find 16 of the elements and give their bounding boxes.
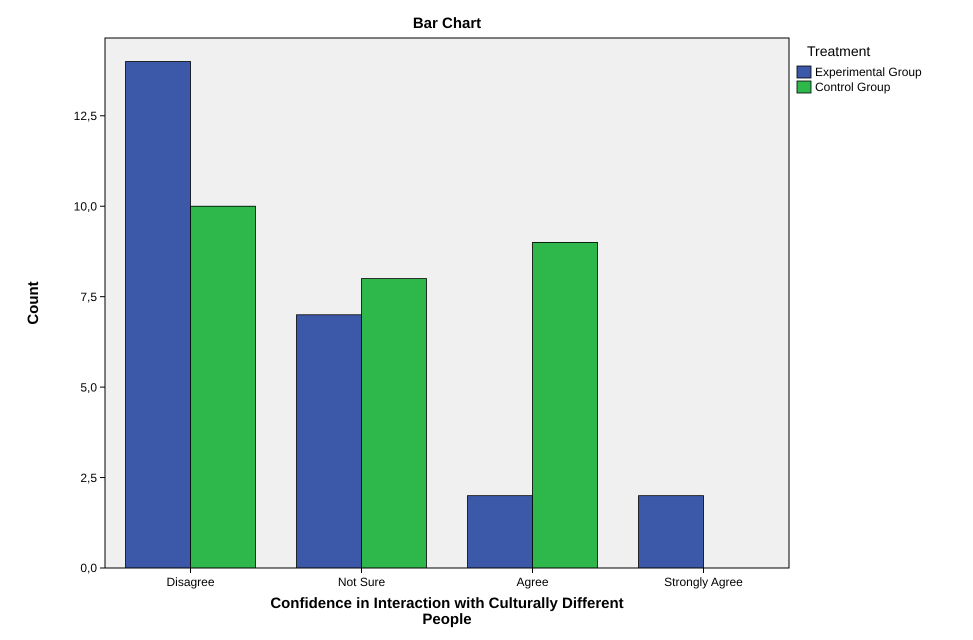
y-tick-label: 7,5	[80, 290, 98, 304]
x-tick-label: Not Sure	[338, 575, 386, 589]
x-tick-label: Agree	[516, 575, 549, 589]
x-tick-label: Strongly Agree	[664, 575, 744, 589]
x-tick-label: Disagree	[166, 575, 215, 589]
legend-label: Experimental Group	[815, 65, 922, 79]
chart-title: Bar Chart	[412, 15, 482, 32]
x-axis-title: Confidence in Interaction with Culturally Different People	[270, 595, 624, 628]
y-tick-label: 5,0	[80, 380, 98, 394]
y-tick-label: 12,5	[74, 108, 98, 123]
y-tick-label: 2,5	[80, 470, 98, 485]
y-axis-title: Count	[25, 281, 42, 325]
legend-label: Control Group	[815, 80, 891, 94]
y-tick-label: 0,0	[80, 561, 98, 576]
y-tick-label: 10,0	[74, 199, 98, 214]
legend-title: Treatment	[807, 43, 870, 59]
